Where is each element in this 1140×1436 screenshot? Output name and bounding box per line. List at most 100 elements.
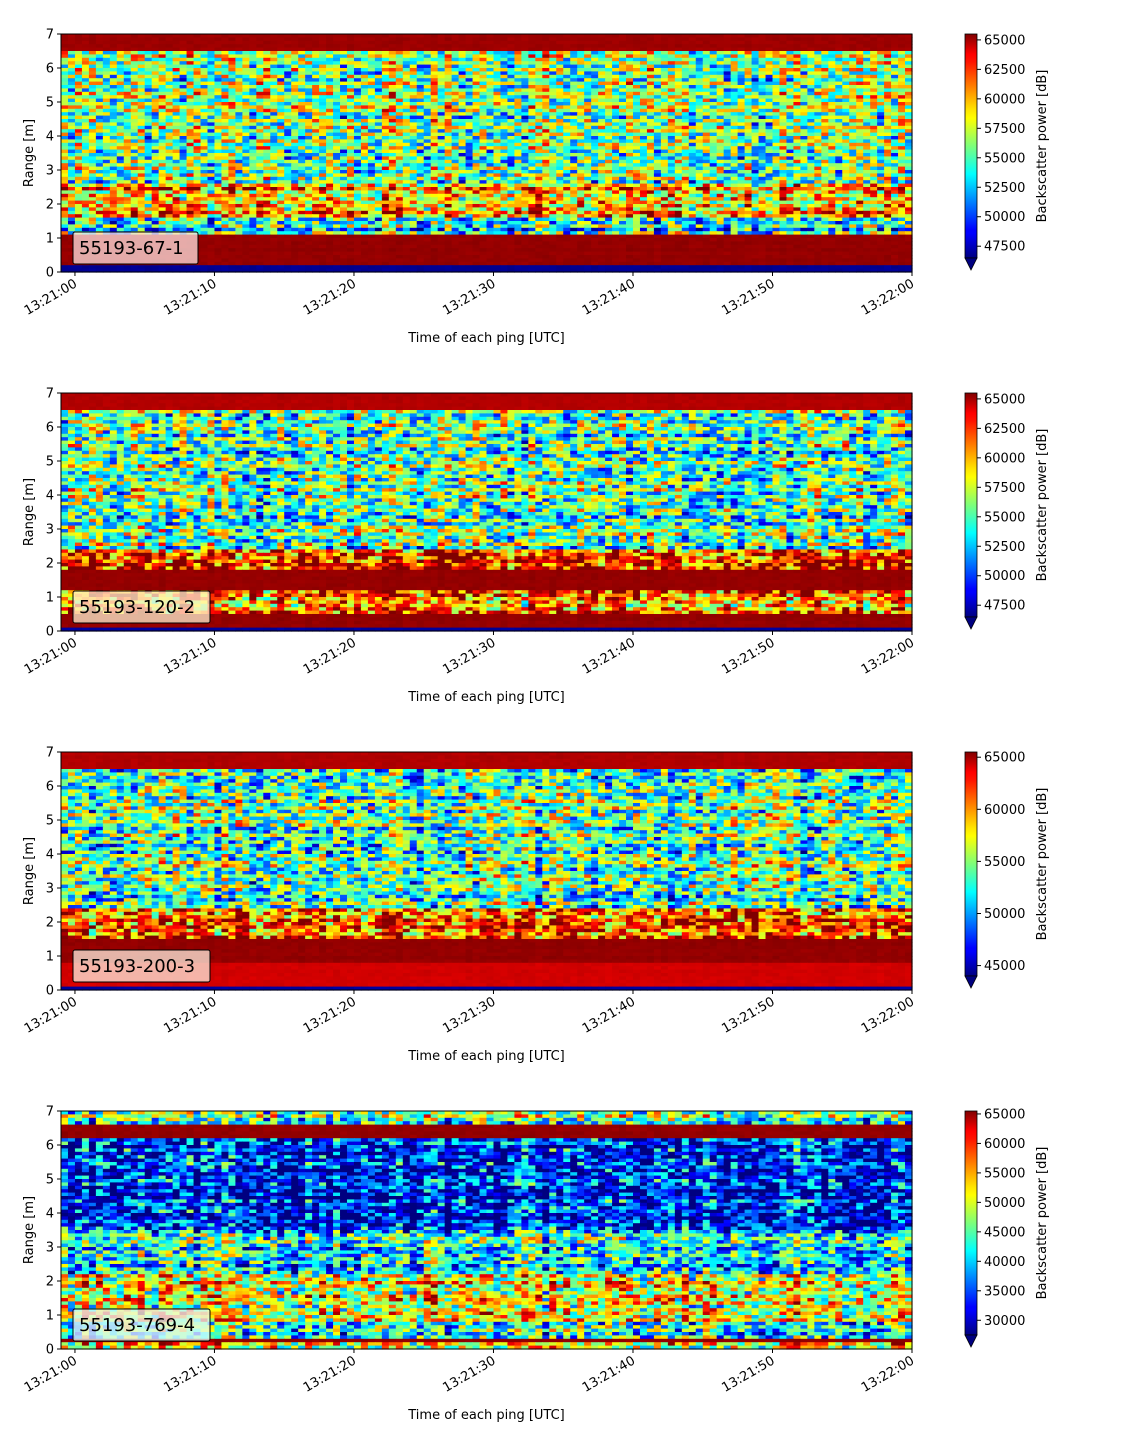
heatmap-cell — [291, 139, 299, 143]
heatmap-cell — [619, 129, 627, 133]
heatmap-cell — [898, 156, 906, 160]
heatmap-cell — [814, 139, 822, 143]
heatmap-cell — [214, 139, 222, 143]
heatmap-cell — [759, 163, 767, 167]
heatmap-cell — [61, 156, 69, 160]
heatmap-cell — [821, 146, 829, 150]
heatmap-cell — [835, 139, 843, 143]
heatmap-cell — [82, 129, 90, 133]
heatmap-cell — [166, 163, 174, 167]
heatmap-cell — [521, 156, 529, 160]
heatmap-cell — [563, 146, 571, 150]
heatmap-cell — [277, 156, 285, 160]
heatmap-cell — [779, 129, 787, 133]
heatmap-cell — [382, 156, 390, 160]
heatmap-cell — [870, 139, 878, 143]
heatmap-cell — [256, 129, 264, 133]
heatmap-cell — [891, 129, 899, 133]
heatmap-cell — [696, 139, 704, 143]
heatmap-cell — [152, 139, 160, 143]
heatmap-cell — [487, 156, 495, 160]
heatmap-cell — [605, 129, 613, 133]
heatmap-cell — [82, 163, 90, 167]
heatmap-cell — [905, 139, 913, 143]
heatmap-cell — [221, 163, 229, 167]
heatmap-cell — [759, 156, 767, 160]
heatmap-cell — [347, 139, 355, 143]
heatmap-cell — [298, 146, 306, 150]
heatmap-cell — [856, 163, 864, 167]
heatmap-cell — [556, 163, 564, 167]
heatmap-cell — [138, 163, 146, 167]
heatmap-cell — [256, 139, 264, 143]
heatmap-cell — [661, 129, 669, 133]
heatmap-cell — [856, 146, 864, 150]
heatmap-cell — [459, 163, 467, 167]
heatmap-cell — [800, 163, 808, 167]
heatmap-cell — [828, 163, 836, 167]
heatmap-cell — [849, 146, 857, 150]
heatmap-cell — [340, 139, 348, 143]
heatmap-cell — [842, 139, 850, 143]
heatmap-cell — [745, 139, 753, 143]
heatmap-cell — [180, 163, 188, 167]
heatmap-cell — [640, 129, 648, 133]
heatmap-cell — [577, 139, 585, 143]
heatmap-cell — [173, 139, 181, 143]
heatmap-cell — [626, 129, 634, 133]
heatmap-cell — [689, 129, 697, 133]
heatmap-cell — [256, 146, 264, 150]
heatmap-cell — [542, 129, 550, 133]
heatmap-cell — [842, 163, 850, 167]
heatmap-cell — [752, 163, 760, 167]
heatmap-cell — [201, 156, 209, 160]
heatmap-cell — [459, 139, 467, 143]
heatmap-cell — [584, 156, 592, 160]
heatmap-cell — [438, 156, 446, 160]
heatmap-cell — [717, 163, 725, 167]
heatmap-cell — [347, 163, 355, 167]
heatmap-cell — [626, 139, 634, 143]
heatmap-cell — [375, 129, 383, 133]
heatmap-cell — [110, 129, 118, 133]
heatmap-cell — [591, 163, 599, 167]
heatmap-cell — [786, 129, 794, 133]
heatmap-cell — [535, 163, 543, 167]
heatmap-cell — [333, 146, 341, 150]
heatmap-cell — [786, 146, 794, 150]
heatmap-cell — [75, 156, 83, 160]
heatmap-cell — [584, 129, 592, 133]
heatmap-cell — [117, 139, 125, 143]
heatmap-cell — [368, 139, 376, 143]
heatmap-cell — [500, 139, 508, 143]
heatmap-cell — [242, 156, 250, 160]
heatmap-cell — [521, 139, 529, 143]
heatmap-cell — [473, 156, 481, 160]
heatmap-cell — [410, 163, 418, 167]
heatmap-cell — [814, 156, 822, 160]
heatmap-cell — [821, 129, 829, 133]
heatmap-cell — [305, 129, 313, 133]
heatmap-cell — [772, 163, 780, 167]
heatmap-cell — [793, 129, 801, 133]
heatmap-cell — [598, 129, 606, 133]
heatmap-cell — [549, 146, 557, 150]
heatmap-cell — [863, 129, 871, 133]
heatmap-cell — [745, 163, 753, 167]
heatmap-cell — [647, 146, 655, 150]
heatmap-cell — [354, 156, 362, 160]
heatmap-cell — [333, 139, 341, 143]
heatmap-cell — [898, 146, 906, 150]
heatmap-cell — [724, 163, 732, 167]
heatmap-cell — [207, 146, 215, 150]
heatmap-cell — [905, 156, 913, 160]
heatmap-cell — [221, 129, 229, 133]
heatmap-cell — [891, 163, 899, 167]
heatmap-cell — [640, 139, 648, 143]
heatmap-cell — [249, 146, 257, 150]
heatmap-cell — [668, 163, 676, 167]
heatmap-cell — [249, 139, 257, 143]
heatmap-cell — [389, 139, 397, 143]
heatmap-cell — [249, 156, 257, 160]
heatmap-cell — [438, 146, 446, 150]
